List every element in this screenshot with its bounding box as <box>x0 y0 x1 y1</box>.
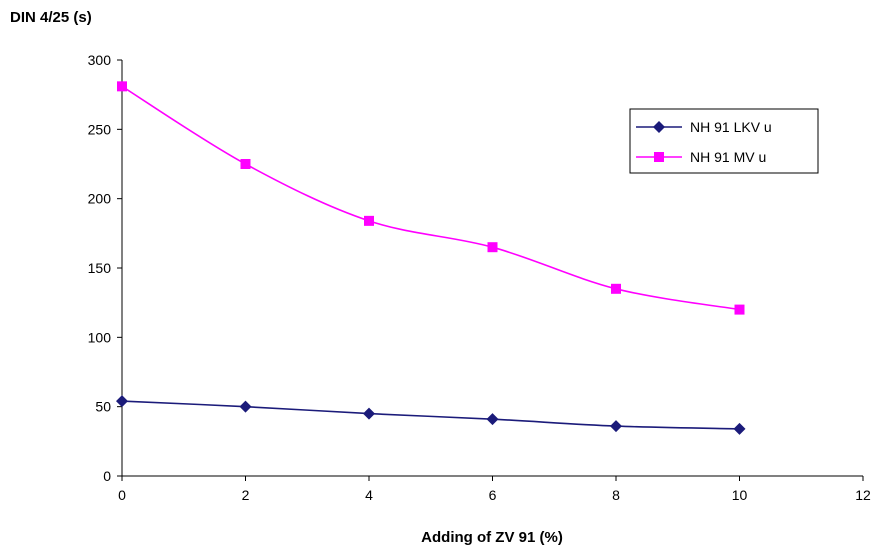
legend-swatch-marker <box>654 152 664 162</box>
x-tick-labels: 0 2 4 6 8 10 12 <box>118 487 871 503</box>
y-axis-title: DIN 4/25 (s) <box>10 9 92 26</box>
x-tick-label: 10 <box>732 487 748 503</box>
y-tick-label: 250 <box>88 121 112 137</box>
series-1 <box>116 395 746 435</box>
legend-box <box>629 108 819 174</box>
y-tick-label: 200 <box>88 191 112 207</box>
data-point <box>611 283 621 294</box>
legend-entry-label: NH 91 MV u <box>690 149 766 165</box>
legend-entry-label: NH 91 LKV u <box>690 119 772 135</box>
data-point <box>363 407 375 420</box>
data-point <box>117 81 127 92</box>
x-tick-label: 6 <box>489 487 497 503</box>
data-point <box>486 413 499 426</box>
x-axis-title: Adding of ZV 91 (%) <box>421 529 563 546</box>
data-point <box>364 215 374 226</box>
x-tick-label: 8 <box>612 487 620 503</box>
series-line <box>121 400 740 430</box>
data-point <box>610 420 622 433</box>
y-tick-label: 50 <box>95 399 111 415</box>
series-2 <box>117 81 745 315</box>
y-tick-label: 300 <box>88 52 112 68</box>
data-point <box>240 159 251 169</box>
x-tick-label: 0 <box>118 487 126 503</box>
legend-swatch-marker <box>653 121 665 133</box>
data-point <box>733 422 746 435</box>
series-layer <box>116 81 746 435</box>
data-point <box>487 242 498 253</box>
data-point <box>116 395 128 408</box>
x-tick-label: 4 <box>365 487 373 503</box>
y-tick-label: 100 <box>88 329 112 345</box>
x-tick-label: 2 <box>242 487 250 503</box>
y-tick-label: 0 <box>103 468 111 484</box>
y-tick-labels: 0 50 100 150 200 250 300 <box>88 52 112 484</box>
data-point <box>239 400 252 413</box>
x-tick-label: 12 <box>855 487 871 503</box>
series-line <box>121 85 740 311</box>
legend: NH 91 LKV u NH 91 MV u <box>629 108 819 174</box>
data-point <box>734 304 745 315</box>
y-tick-label: 150 <box>88 260 112 276</box>
